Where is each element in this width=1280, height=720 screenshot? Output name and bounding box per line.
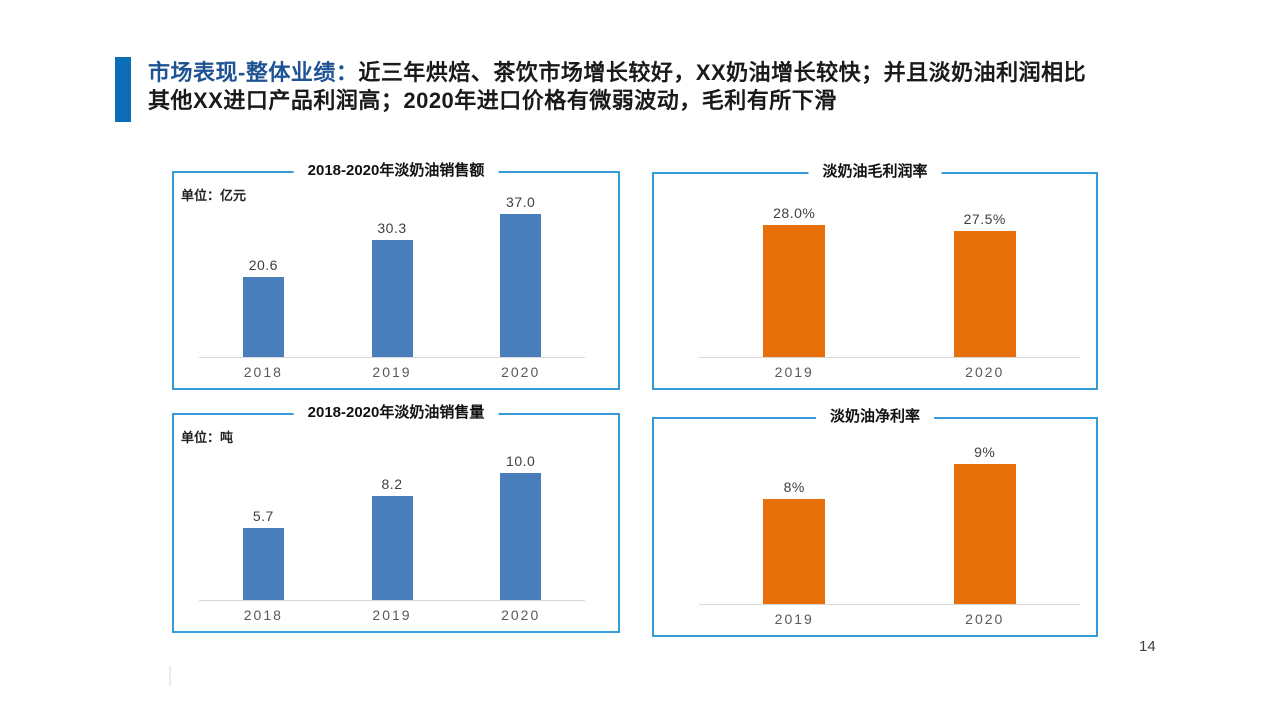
bar-value-label: 5.7: [252, 508, 274, 524]
chart-panel-net-margin: 淡奶油净利率 8% 2019 9% 2020: [652, 406, 1098, 637]
bar-value-label: 9%: [974, 444, 996, 460]
bar: [763, 499, 826, 604]
plot-area: 20.6 2018 30.3 2019 37.0 2020: [174, 173, 618, 388]
bar-value-label: 8.2: [381, 476, 403, 492]
slide-title: 市场表现-整体业绩：近三年烘焙、茶饮市场增长较好，XX奶油增长较快；并且淡奶油利…: [148, 59, 1138, 115]
page-number: 14: [1139, 638, 1156, 655]
x-axis-label: 2019: [774, 364, 814, 380]
x-axis-label: 2019: [372, 364, 412, 380]
bar: [242, 277, 284, 357]
bar: [500, 214, 542, 357]
x-axis-label: 2019: [774, 611, 814, 627]
bars-container: 20.6 2018 30.3 2019 37.0 2020: [199, 173, 585, 380]
x-axis-label: 2018: [243, 607, 283, 623]
bar: [371, 240, 413, 357]
bar-group: 8% 2019: [699, 419, 890, 627]
bar-value-label: 8%: [783, 479, 805, 495]
bar-value-label: 28.0%: [773, 205, 816, 221]
unit-label: 单位：亿元: [181, 188, 247, 203]
plot-area: 5.7 2018 8.2 2019 10.0 2020: [174, 415, 618, 631]
x-axis-line: [699, 604, 1080, 605]
bars-container: 8% 2019 9% 2020: [699, 419, 1081, 627]
slide-title-body1: 近三年烘焙、茶饮市场增长较好，XX奶油增长较快；并且淡奶油利润相比: [358, 60, 1087, 85]
bar: [371, 496, 413, 600]
chart-title: 淡奶油毛利润率: [808, 161, 942, 183]
bar-group: 8.2 2019: [328, 415, 457, 623]
bars-container: 5.7 2018 8.2 2019 10.0 2020: [199, 415, 585, 623]
bar-group: 9% 2020: [890, 419, 1081, 627]
x-axis-label: 2018: [243, 364, 283, 380]
chart-title: 淡奶油净利率: [815, 406, 935, 428]
chart-title: 2018-2020年淡奶油销售量: [293, 402, 499, 424]
x-axis-label: 2020: [965, 611, 1005, 627]
plot-area: 8% 2019 9% 2020: [654, 419, 1096, 635]
bar: [242, 528, 284, 600]
artifact-line: [169, 666, 171, 686]
chart-panel-sales-revenue: 2018-2020年淡奶油销售额 单位：亿元 20.6 2018 30.3 2019 3…: [172, 160, 620, 390]
bar-value-label: 37.0: [506, 194, 536, 210]
bar-group: 30.3 2019: [328, 173, 457, 380]
chart-title: 2018-2020年淡奶油销售额: [293, 160, 499, 182]
x-axis-label: 2020: [965, 364, 1005, 380]
x-axis-label: 2019: [372, 607, 412, 623]
bar-group: 28.0% 2019: [699, 174, 890, 380]
bar: [953, 231, 1016, 357]
bar-value-label: 20.6: [248, 257, 278, 273]
chart-panel-sales-volume: 2018-2020年淡奶油销售量 单位：吨 5.7 2018 8.2 2019 10.0…: [172, 402, 620, 633]
x-axis-label: 2020: [501, 364, 541, 380]
bar-value-label: 30.3: [377, 220, 407, 236]
bar-value-label: 10.0: [506, 453, 536, 469]
slide-title-lead: 市场表现-整体业绩：: [148, 60, 359, 85]
bar: [953, 464, 1016, 604]
x-axis-line: [199, 600, 585, 601]
bar-value-label: 27.5%: [963, 211, 1006, 227]
plot-area: 28.0% 2019 27.5% 2020: [654, 174, 1096, 388]
bar-group: 10.0 2020: [456, 415, 585, 623]
x-axis-line: [199, 357, 585, 358]
slide-title-line1: 市场表现-整体业绩：近三年烘焙、茶饮市场增长较好，XX奶油增长较快；并且淡奶油利…: [148, 60, 1086, 85]
bars-container: 28.0% 2019 27.5% 2020: [699, 174, 1081, 380]
bar-group: 27.5% 2020: [890, 174, 1081, 380]
x-axis-label: 2020: [501, 607, 541, 623]
header-accent-bar: [115, 57, 131, 122]
unit-label: 单位：吨: [181, 430, 234, 445]
bar-group: 5.7 2018: [199, 415, 328, 623]
bar: [500, 473, 542, 600]
x-axis-line: [699, 357, 1080, 358]
bar: [763, 225, 826, 357]
bar-group: 20.6 2018: [199, 173, 328, 380]
bar-group: 37.0 2020: [456, 173, 585, 380]
chart-panel-gross-margin: 淡奶油毛利润率 28.0% 2019 27.5% 2020: [652, 161, 1098, 390]
slide-title-body2: 其他XX进口产品利润高；2020年进口价格有微弱波动，毛利有所下滑: [148, 88, 837, 113]
